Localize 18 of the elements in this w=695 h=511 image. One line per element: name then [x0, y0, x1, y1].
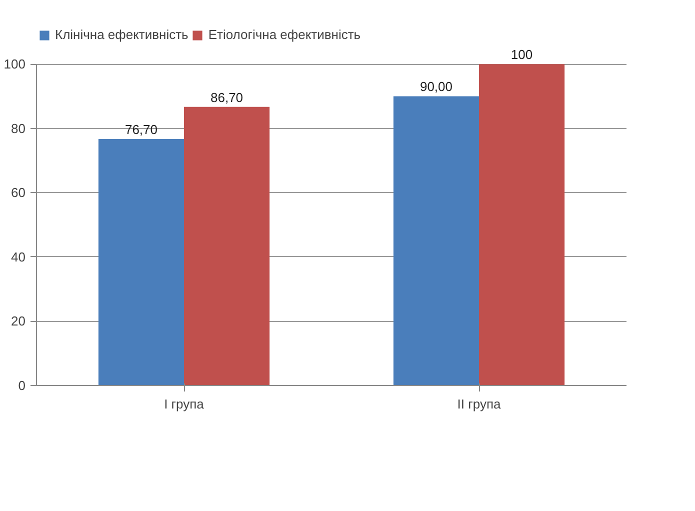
- y-tick-label: 0: [18, 378, 26, 393]
- bar: [479, 64, 565, 386]
- y-tick-label: 20: [11, 314, 26, 329]
- y-tick-label: 100: [4, 56, 26, 72]
- y-tick-label: 80: [11, 120, 26, 136]
- legend-label: Клінічна ефективність: [55, 27, 188, 42]
- y-tick-label: 40: [11, 249, 26, 264]
- bar: [184, 106, 270, 386]
- data-label: 76,70: [124, 122, 158, 137]
- y-tick-label: 60: [11, 185, 26, 200]
- bar: [98, 138, 184, 386]
- data-label: 90,00: [420, 79, 453, 94]
- legend-label: Етіологічна ефективність: [208, 27, 361, 42]
- bar: [393, 96, 479, 386]
- data-label: 86,70: [210, 90, 244, 105]
- data-label: 100: [510, 47, 533, 62]
- x-tick-label: I група: [164, 396, 205, 412]
- x-tick-label: II група: [457, 396, 502, 412]
